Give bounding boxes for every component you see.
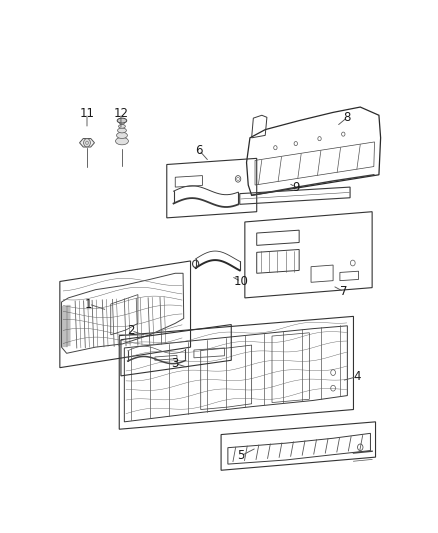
- Polygon shape: [80, 139, 95, 147]
- Text: 7: 7: [340, 285, 348, 298]
- Text: 1: 1: [85, 297, 92, 311]
- Ellipse shape: [119, 125, 125, 128]
- Ellipse shape: [117, 132, 127, 139]
- Ellipse shape: [120, 122, 124, 125]
- Text: 11: 11: [80, 107, 95, 120]
- Text: 6: 6: [195, 144, 203, 157]
- Text: 10: 10: [233, 275, 248, 288]
- Text: 4: 4: [353, 370, 360, 383]
- Text: 12: 12: [113, 107, 128, 120]
- Ellipse shape: [117, 118, 127, 123]
- Circle shape: [84, 139, 90, 147]
- Text: 8: 8: [344, 111, 351, 124]
- Ellipse shape: [116, 138, 128, 145]
- Text: 5: 5: [237, 449, 244, 463]
- Ellipse shape: [117, 128, 127, 133]
- Text: 9: 9: [292, 181, 300, 193]
- Text: 3: 3: [172, 357, 179, 370]
- Text: 2: 2: [127, 324, 135, 337]
